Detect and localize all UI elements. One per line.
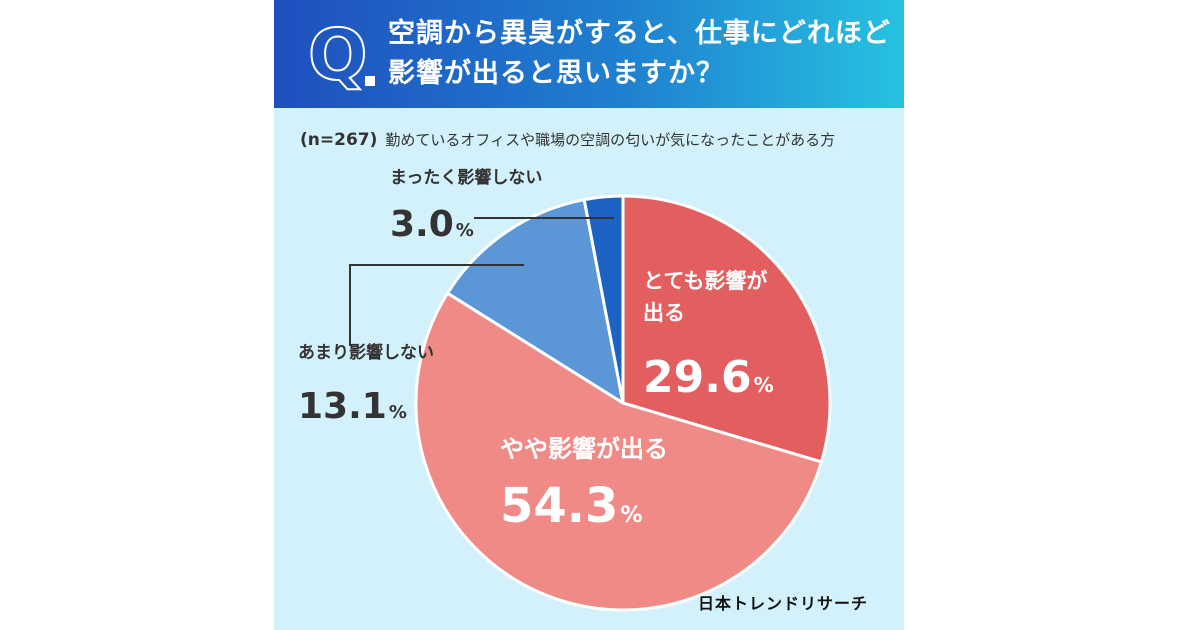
sample-size: (n=267)	[300, 130, 378, 150]
leader-lines	[349, 217, 614, 346]
slice-value-1: 29.6%	[643, 352, 774, 403]
pie-slice-2	[414, 291, 823, 612]
question-header: Q 空調から異臭がすると、仕事にどれほど 影響が出ると思いますか？	[274, 0, 904, 108]
pie-slice-4	[582, 194, 625, 405]
slice-value-4: 3.0%	[390, 204, 474, 245]
slice-label-4: まったく影響しない	[390, 167, 542, 188]
question-title-line-2: 影響が出ると思いますか？	[388, 58, 724, 89]
pie-slice-1	[621, 194, 832, 464]
slice-label-2: やや影響が出る	[500, 435, 668, 463]
slice-label-1-line-2: 出る	[643, 301, 685, 325]
infographic-card: Q 空調から異臭がすると、仕事にどれほど 影響が出ると思いますか？ (n=267…	[274, 0, 904, 630]
question-title-line-1: 空調から異臭がすると、仕事にどれほど	[388, 18, 891, 49]
slice-label-1-line-1: とても影響が	[643, 269, 767, 293]
leader-line-3	[349, 264, 524, 346]
pie-slices	[414, 194, 832, 612]
slice-label-3: あまり影響しない	[298, 342, 434, 363]
question-title: 空調から異臭がすると、仕事にどれほど 影響が出ると思いますか？	[388, 14, 893, 94]
source-credit: 日本トレンドリサーチ	[697, 594, 868, 613]
q-dot	[365, 76, 375, 86]
slice-value-3: 13.1%	[298, 386, 407, 427]
q-mark-icon: Q	[307, 14, 369, 96]
sample-description: 勤めているオフィスや職場の空調の匂いが気になったことがある方	[385, 131, 836, 149]
slice-value-2: 54.3%	[500, 478, 642, 534]
sample-note: (n=267) 勤めているオフィスや職場の空調の匂いが気になったことがある方	[300, 129, 835, 150]
pie-slice-3	[446, 198, 625, 405]
